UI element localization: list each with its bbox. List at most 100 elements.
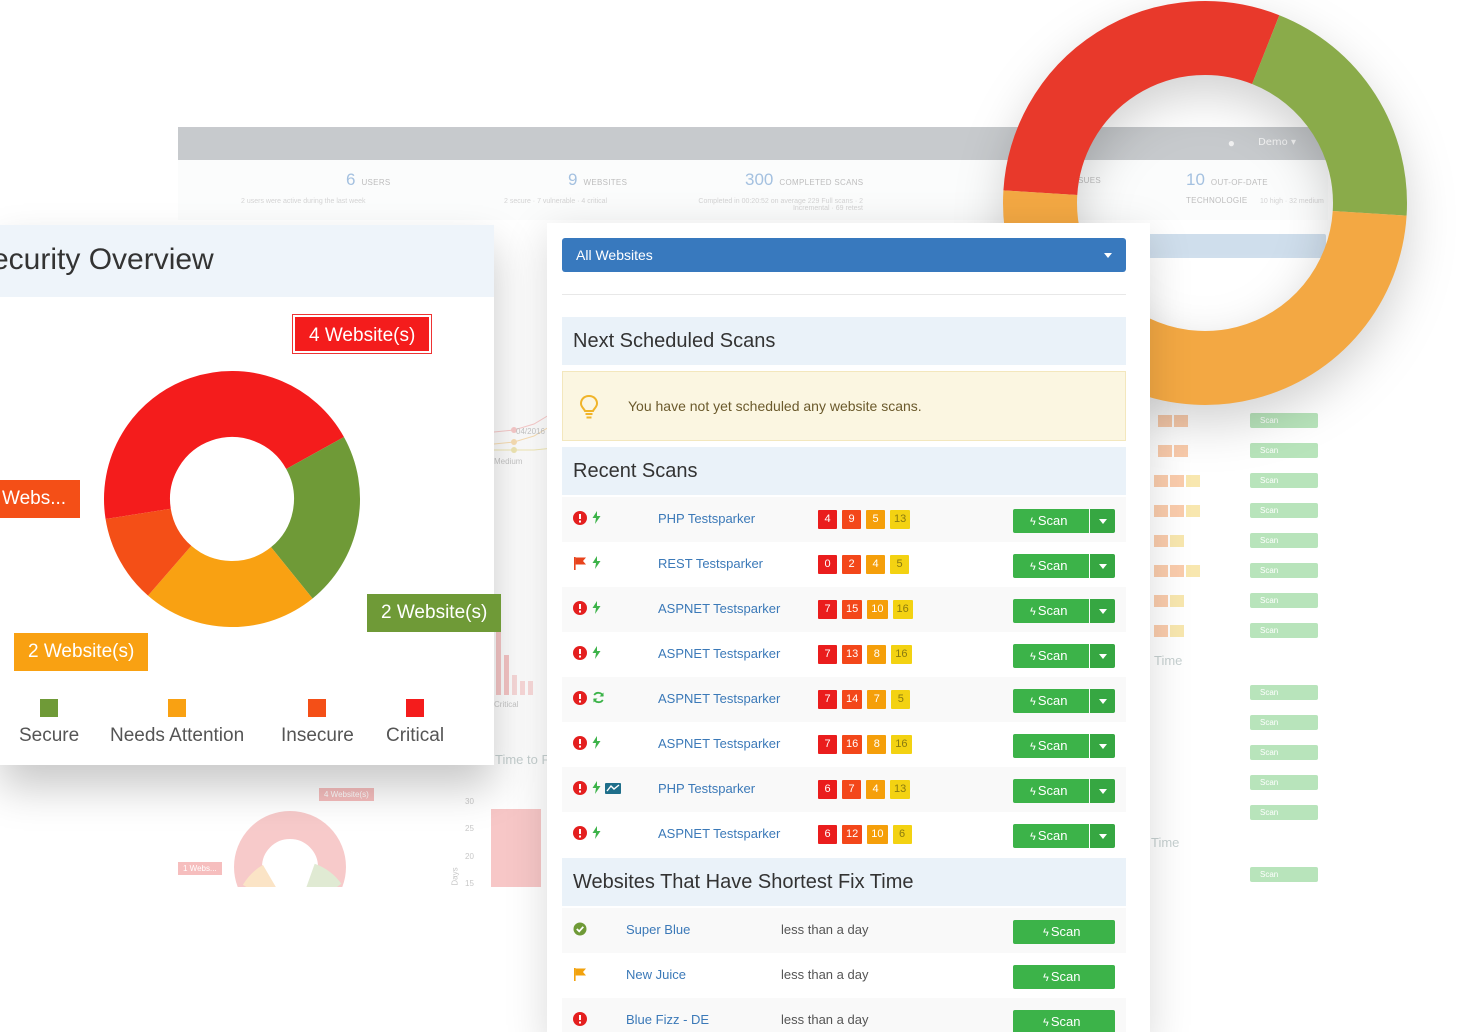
scan-button[interactable]: ϟ Scan [1013, 779, 1089, 803]
background-scan-button: Scan [1250, 503, 1318, 518]
website-link[interactable]: ASPNET Testsparker [658, 601, 781, 616]
recent-scans-heading: Recent Scans [562, 447, 1126, 495]
website-link[interactable]: PHP Testsparker [658, 781, 756, 796]
caret-down-icon [1099, 609, 1107, 614]
scan-button[interactable]: ϟ Scan [1013, 965, 1115, 989]
bolt-icon: ϟ [1030, 786, 1036, 798]
scan-button[interactable]: ϟ Scan [1013, 554, 1089, 578]
axis-tick: 30 [465, 797, 474, 806]
bolt-icon: ϟ [1030, 696, 1036, 708]
severity-badge-low: 5 [891, 690, 911, 709]
website-link[interactable]: Blue Fizz - DE [626, 1012, 710, 1027]
shortest-fix-row: Blue Fizz - DE less than a day ϟ Scan [562, 998, 1126, 1032]
scan-button[interactable]: ϟ Scan [1013, 824, 1089, 848]
scan-label: Scan [1037, 738, 1068, 753]
severity-badge-low: 13 [890, 510, 911, 529]
recent-scan-row: ASPNET Testsparker 7 16 8 16 ϟ Scan [562, 722, 1126, 767]
severity-badge-low: 16 [892, 600, 913, 619]
scan-button[interactable]: ϟ Scan [1013, 599, 1089, 623]
scan-options-dropdown[interactable] [1090, 824, 1115, 848]
bolt-icon: ϟ [1030, 741, 1036, 753]
legend-label: Critical [386, 725, 445, 746]
error-icon [573, 736, 587, 750]
legend-needs-attention[interactable]: Needs Attention [110, 699, 244, 747]
website-link[interactable]: Super Blue [626, 922, 691, 937]
background-small-donut [234, 811, 346, 887]
caret-down-icon [1099, 699, 1107, 704]
scan-options-dropdown[interactable] [1090, 689, 1115, 713]
scan-options-dropdown[interactable] [1090, 509, 1115, 533]
user-menu: Demo ▾ [1258, 137, 1296, 148]
background-scan-button: Scan [1250, 867, 1318, 882]
scan-button[interactable]: ϟ Scan [1013, 689, 1089, 713]
lightbulb-icon [579, 394, 599, 419]
website-select-value: All Websites [576, 247, 653, 263]
bolt-icon [592, 736, 601, 749]
scan-options-dropdown[interactable] [1090, 779, 1115, 803]
flag-icon [574, 557, 586, 570]
caret-down-icon [1099, 564, 1107, 569]
needs-attention-websites-tag: 2 Website(s) [14, 633, 149, 671]
stat-users: 6 USERS 2 users were active during the la… [241, 170, 391, 205]
legend-critical[interactable]: Critical [386, 699, 444, 747]
background-fix-bar [491, 809, 541, 887]
scan-label: Scan [1037, 648, 1068, 663]
bolt-icon: ϟ [1043, 927, 1049, 939]
error-icon [573, 691, 587, 705]
recent-scan-row: ASPNET Testsparker 7 14 7 5 ϟ Scan [562, 677, 1126, 722]
bolt-icon [592, 826, 601, 839]
bolt-icon [592, 646, 601, 659]
recent-scan-row: ASPNET Testsparker 6 12 10 6 ϟ Scan [562, 812, 1126, 857]
severity-badge-medium: 5 [866, 510, 885, 529]
severity-badge-critical: 7 [818, 690, 837, 709]
scan-button[interactable]: ϟ Scan [1013, 734, 1089, 758]
severity-badge-high: 16 [842, 735, 863, 754]
scan-label: Scan [1037, 693, 1068, 708]
severity-badge-critical: 6 [818, 780, 837, 799]
pci-icon [605, 783, 622, 794]
background-scan-button: Scan [1250, 473, 1318, 488]
website-link[interactable]: ASPNET Testsparker [658, 736, 781, 751]
background-bar-chart [496, 625, 533, 695]
bolt-icon [592, 601, 601, 614]
background-badges [1154, 504, 1202, 517]
scan-button[interactable]: ϟ Scan [1013, 509, 1089, 533]
donut-slice-needs-attention [148, 545, 313, 627]
website-link[interactable]: REST Testsparker [658, 556, 764, 571]
donut-slice [1251, 15, 1407, 216]
scan-options-dropdown[interactable] [1090, 734, 1115, 758]
bolt-icon [592, 781, 601, 794]
website-link[interactable]: PHP Testsparker [658, 511, 756, 526]
shortest-fix-row: New Juice less than a day ϟ Scan [562, 953, 1126, 998]
time-label: Time [1151, 835, 1180, 850]
scan-button[interactable]: ϟ Scan [1013, 644, 1089, 668]
severity-badges: 6 12 10 6 [818, 824, 917, 844]
insecure-websites-tag: Webs... [0, 480, 81, 518]
legend-insecure[interactable]: Insecure [281, 699, 354, 747]
website-link[interactable]: ASPNET Testsparker [658, 691, 781, 706]
website-select[interactable]: All Websites [562, 238, 1126, 272]
scan-button[interactable]: ϟ Scan [1013, 1010, 1115, 1032]
background-badges [1154, 594, 1186, 607]
website-link[interactable]: New Juice [626, 967, 686, 982]
background-tag-critical: 4 Website(s) [319, 788, 374, 801]
caret-down-icon [1104, 253, 1112, 258]
recent-scan-row: ASPNET Testsparker 7 15 10 16 ϟ Scan [562, 587, 1126, 632]
severity-badge-critical: 7 [818, 645, 837, 664]
scan-options-dropdown[interactable] [1090, 599, 1115, 623]
scan-button[interactable]: ϟ Scan [1013, 920, 1115, 944]
donut-slice-secure [270, 436, 360, 599]
background-website-select [1146, 234, 1326, 258]
scan-options-dropdown[interactable] [1090, 554, 1115, 578]
legend-swatch [168, 699, 187, 717]
severity-badge-low: 6 [892, 825, 912, 844]
no-scheduled-scans-text: You have not yet scheduled any website s… [628, 398, 922, 414]
legend-secure[interactable]: Secure [19, 699, 79, 747]
chart-date-label: 04/2016 [516, 427, 545, 436]
website-link[interactable]: ASPNET Testsparker [658, 646, 781, 661]
website-link[interactable]: ASPNET Testsparker [658, 826, 781, 841]
error-icon [573, 601, 587, 615]
severity-badge-medium: 4 [866, 780, 885, 799]
scan-options-dropdown[interactable] [1090, 644, 1115, 668]
